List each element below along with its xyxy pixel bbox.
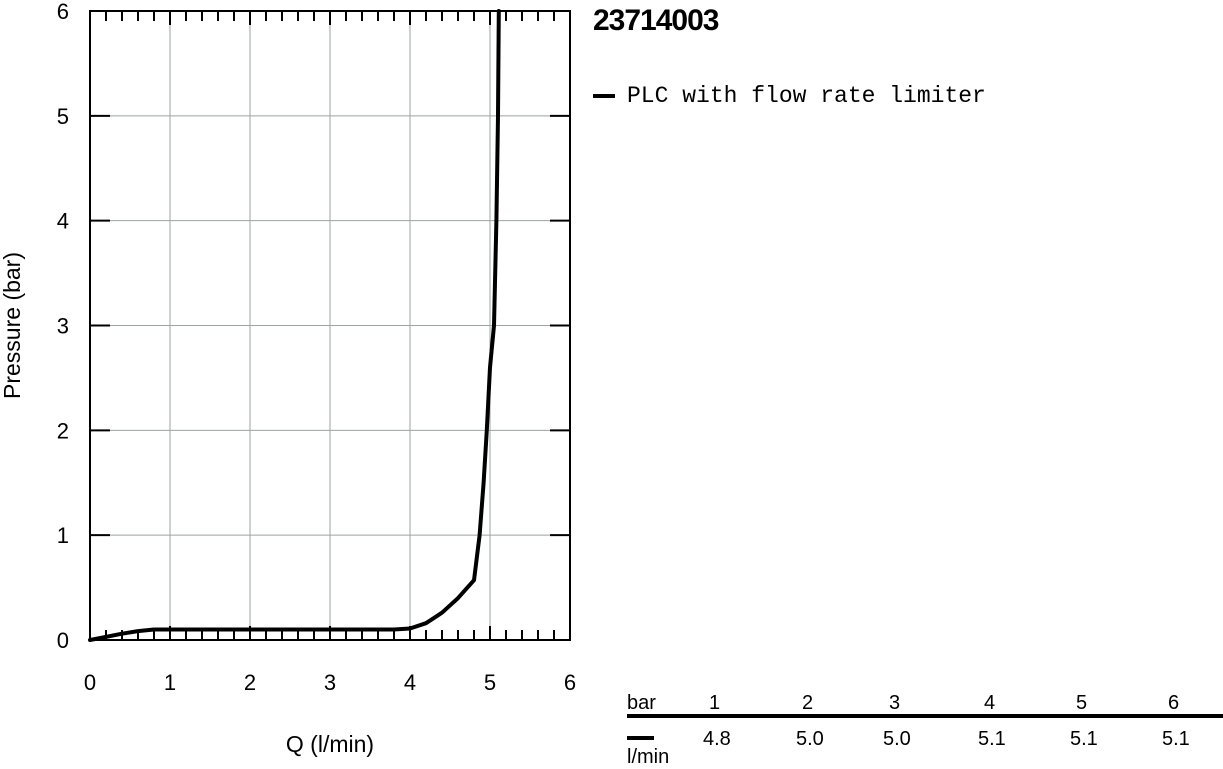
- table-header-rule: [627, 714, 1223, 718]
- y-tick-label: 4: [57, 209, 69, 234]
- table-flow-cell: 4.8: [703, 728, 731, 750]
- x-tick-label: 6: [564, 670, 576, 695]
- y-tick-label: 2: [57, 418, 69, 443]
- table-flow-cell: 5.1: [1162, 728, 1190, 750]
- x-tick-label: 2: [244, 670, 256, 695]
- legend-label: PLC with flow rate limiter: [627, 83, 986, 109]
- x-axis-label: Q (l/min): [286, 731, 374, 757]
- legend: PLC with flow rate limiter: [593, 83, 986, 109]
- y-axis-label: Pressure (bar): [0, 252, 25, 399]
- table-pressure-cell: 1: [709, 692, 721, 714]
- table-value-label: l/min: [627, 746, 670, 768]
- table-flow-cell: 5.0: [796, 728, 824, 750]
- product-code-title: 23714003: [593, 4, 719, 37]
- x-tick-label: 5: [484, 670, 496, 695]
- table-pressure-cell: 4: [984, 692, 996, 714]
- plot-frame: [89, 10, 571, 641]
- x-tick-label: 0: [84, 670, 96, 695]
- y-tick-label: 5: [57, 104, 69, 129]
- table-flow-cell: 5.0: [883, 728, 911, 750]
- y-tick-label: 3: [57, 314, 69, 339]
- table-flow-cell: 5.1: [978, 728, 1006, 750]
- pressure-flow-chart: 0 1 2 3 4 5 6 0 1 2 3 4 5 6 Q (l/min) Pressure (bar): [0, 0, 576, 757]
- x-tick-label: 4: [404, 670, 416, 695]
- y-tick-label: 1: [57, 523, 69, 548]
- x-tick-label: 3: [324, 670, 336, 695]
- table-pressure-cell: 6: [1168, 692, 1180, 714]
- table-pressure-cell: 3: [889, 692, 901, 714]
- table-header-label: bar: [627, 692, 656, 714]
- series-line: [88, 9, 501, 642]
- y-tick-label: 6: [57, 0, 69, 24]
- table-flow-cell: 5.1: [1070, 728, 1098, 750]
- flow-rate-table: bar l/min 1 4.8 2 5.0 3 5.0 4 5.1 5 5.1 6 5.1: [627, 690, 1223, 768]
- y-tick-label: 0: [57, 628, 69, 653]
- legend-line-swatch: [593, 94, 615, 98]
- table-pressure-cell: 2: [802, 692, 814, 714]
- table-pressure-cell: 5: [1076, 692, 1088, 714]
- table-series-swatch: [627, 736, 654, 740]
- x-tick-label: 1: [164, 670, 176, 695]
